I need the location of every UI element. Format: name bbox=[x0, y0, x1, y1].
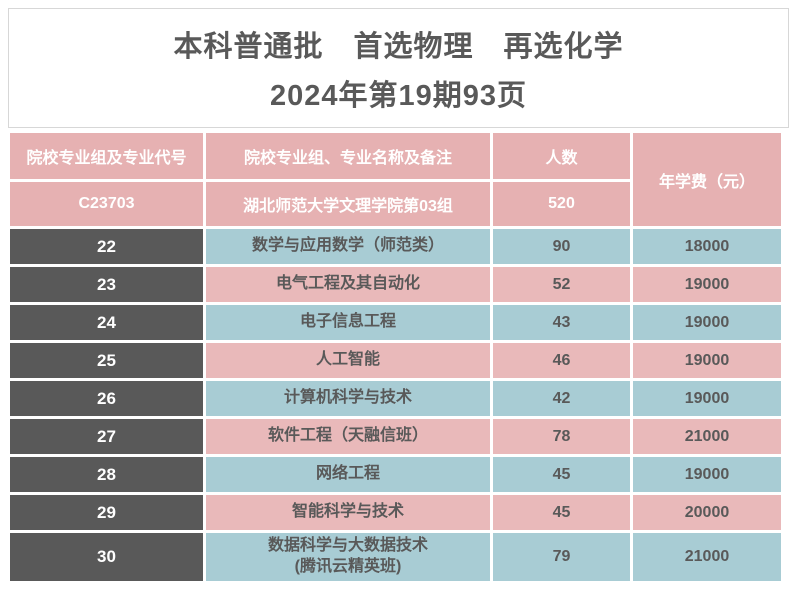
annual-fee-cell: 19000 bbox=[633, 267, 781, 302]
table-row: 24 电子信息工程 43 19000 bbox=[10, 305, 781, 340]
table-row: 30 数据科学与大数据技术 (腾讯云精英班) 79 21000 bbox=[10, 533, 781, 581]
annual-fee-cell: 18000 bbox=[633, 229, 781, 264]
admission-table: 院校专业组及专业代号 院校专业组、专业名称及备注 人数 年学费（元） C2370… bbox=[7, 130, 784, 584]
major-name-cell: 数据科学与大数据技术 (腾讯云精英班) bbox=[206, 533, 490, 581]
major-code-cell: 24 bbox=[10, 305, 203, 340]
enrollment-count-cell: 43 bbox=[493, 305, 630, 340]
major-name-cell: 网络工程 bbox=[206, 457, 490, 492]
table-row: 26 计算机科学与技术 42 19000 bbox=[10, 381, 781, 416]
major-name-cell: 电气工程及其自动化 bbox=[206, 267, 490, 302]
major-code-cell: 26 bbox=[10, 381, 203, 416]
table-row: 28 网络工程 45 19000 bbox=[10, 457, 781, 492]
major-name-line1: 软件工程（天融信班） bbox=[267, 427, 428, 445]
title-box: 本科普通批 首选物理 再选化学 2024年第19期93页 bbox=[8, 8, 789, 128]
enrollment-count-cell: 45 bbox=[493, 495, 630, 530]
major-name-line2: (腾讯云精英班) bbox=[294, 558, 402, 575]
major-name-cell: 人工智能 bbox=[206, 343, 490, 378]
major-name-line1: 人工智能 bbox=[315, 351, 380, 369]
major-code-cell: 23 bbox=[10, 267, 203, 302]
major-code-cell: 25 bbox=[10, 343, 203, 378]
major-name-line1: 电气工程及其自动化 bbox=[275, 275, 420, 293]
enrollment-count-cell: 79 bbox=[493, 533, 630, 581]
major-name-cell: 智能科学与技术 bbox=[206, 495, 490, 530]
annual-fee-cell: 19000 bbox=[633, 305, 781, 340]
enrollment-count-cell: 42 bbox=[493, 381, 630, 416]
major-code-cell: 29 bbox=[10, 495, 203, 530]
major-name-cell: 电子信息工程 bbox=[206, 305, 490, 340]
major-code-cell: 28 bbox=[10, 457, 203, 492]
major-name-line1: 数学与应用数学（师范类） bbox=[251, 237, 444, 255]
header-row: 院校专业组及专业代号 院校专业组、专业名称及备注 人数 年学费（元） bbox=[10, 133, 781, 226]
enrollment-count-cell: 46 bbox=[493, 343, 630, 378]
major-name-line1: 数据科学与大数据技术 bbox=[267, 537, 428, 555]
group-name: 湖北师范大学文理学院第03组 bbox=[206, 182, 490, 226]
major-name-cell: 计算机科学与技术 bbox=[206, 381, 490, 416]
major-name-line1: 电子信息工程 bbox=[299, 313, 396, 331]
group-code: C23703 bbox=[10, 182, 203, 226]
major-name-line1: 网络工程 bbox=[315, 465, 380, 483]
page-title: 本科普通批 首选物理 再选化学 bbox=[173, 30, 624, 63]
table-row: 25 人工智能 46 19000 bbox=[10, 343, 781, 378]
major-code-cell: 22 bbox=[10, 229, 203, 264]
major-code-cell: 30 bbox=[10, 533, 203, 581]
major-name-line1: 智能科学与技术 bbox=[291, 503, 404, 521]
annual-fee-cell: 20000 bbox=[633, 495, 781, 530]
group-count: 520 bbox=[493, 182, 630, 226]
annual-fee-cell: 19000 bbox=[633, 457, 781, 492]
col-header-count: 人数 bbox=[493, 133, 630, 179]
enrollment-count-cell: 90 bbox=[493, 229, 630, 264]
table-body: 22 数学与应用数学（师范类） 90 18000 23 电气工程及其自动化 52 19000 2… bbox=[10, 229, 781, 581]
page-subtitle: 2024年第19期93页 bbox=[269, 79, 528, 112]
major-name-cell: 数学与应用数学（师范类） bbox=[206, 229, 490, 264]
table-row: 22 数学与应用数学（师范类） 90 18000 bbox=[10, 229, 781, 264]
col-header-major: 院校专业组、专业名称及备注 bbox=[206, 133, 490, 179]
major-name-line1: 计算机科学与技术 bbox=[283, 389, 412, 407]
table-row: 23 电气工程及其自动化 52 19000 bbox=[10, 267, 781, 302]
major-name-cell: 软件工程（天融信班） bbox=[206, 419, 490, 454]
annual-fee-cell: 21000 bbox=[633, 419, 781, 454]
annual-fee-cell: 19000 bbox=[633, 343, 781, 378]
annual-fee-cell: 19000 bbox=[633, 381, 781, 416]
group-row: C23703 湖北师范大学文理学院第03组 520 bbox=[10, 182, 781, 226]
enrollment-count-cell: 45 bbox=[493, 457, 630, 492]
annual-fee-cell: 21000 bbox=[633, 533, 781, 581]
col-header-fee: 年学费（元） bbox=[633, 133, 781, 226]
col-header-group-code: 院校专业组及专业代号 bbox=[10, 133, 203, 179]
table-row: 27 软件工程（天融信班） 78 21000 bbox=[10, 419, 781, 454]
enrollment-count-cell: 52 bbox=[493, 267, 630, 302]
major-code-cell: 27 bbox=[10, 419, 203, 454]
enrollment-count-cell: 78 bbox=[493, 419, 630, 454]
table-row: 29 智能科学与技术 45 20000 bbox=[10, 495, 781, 530]
